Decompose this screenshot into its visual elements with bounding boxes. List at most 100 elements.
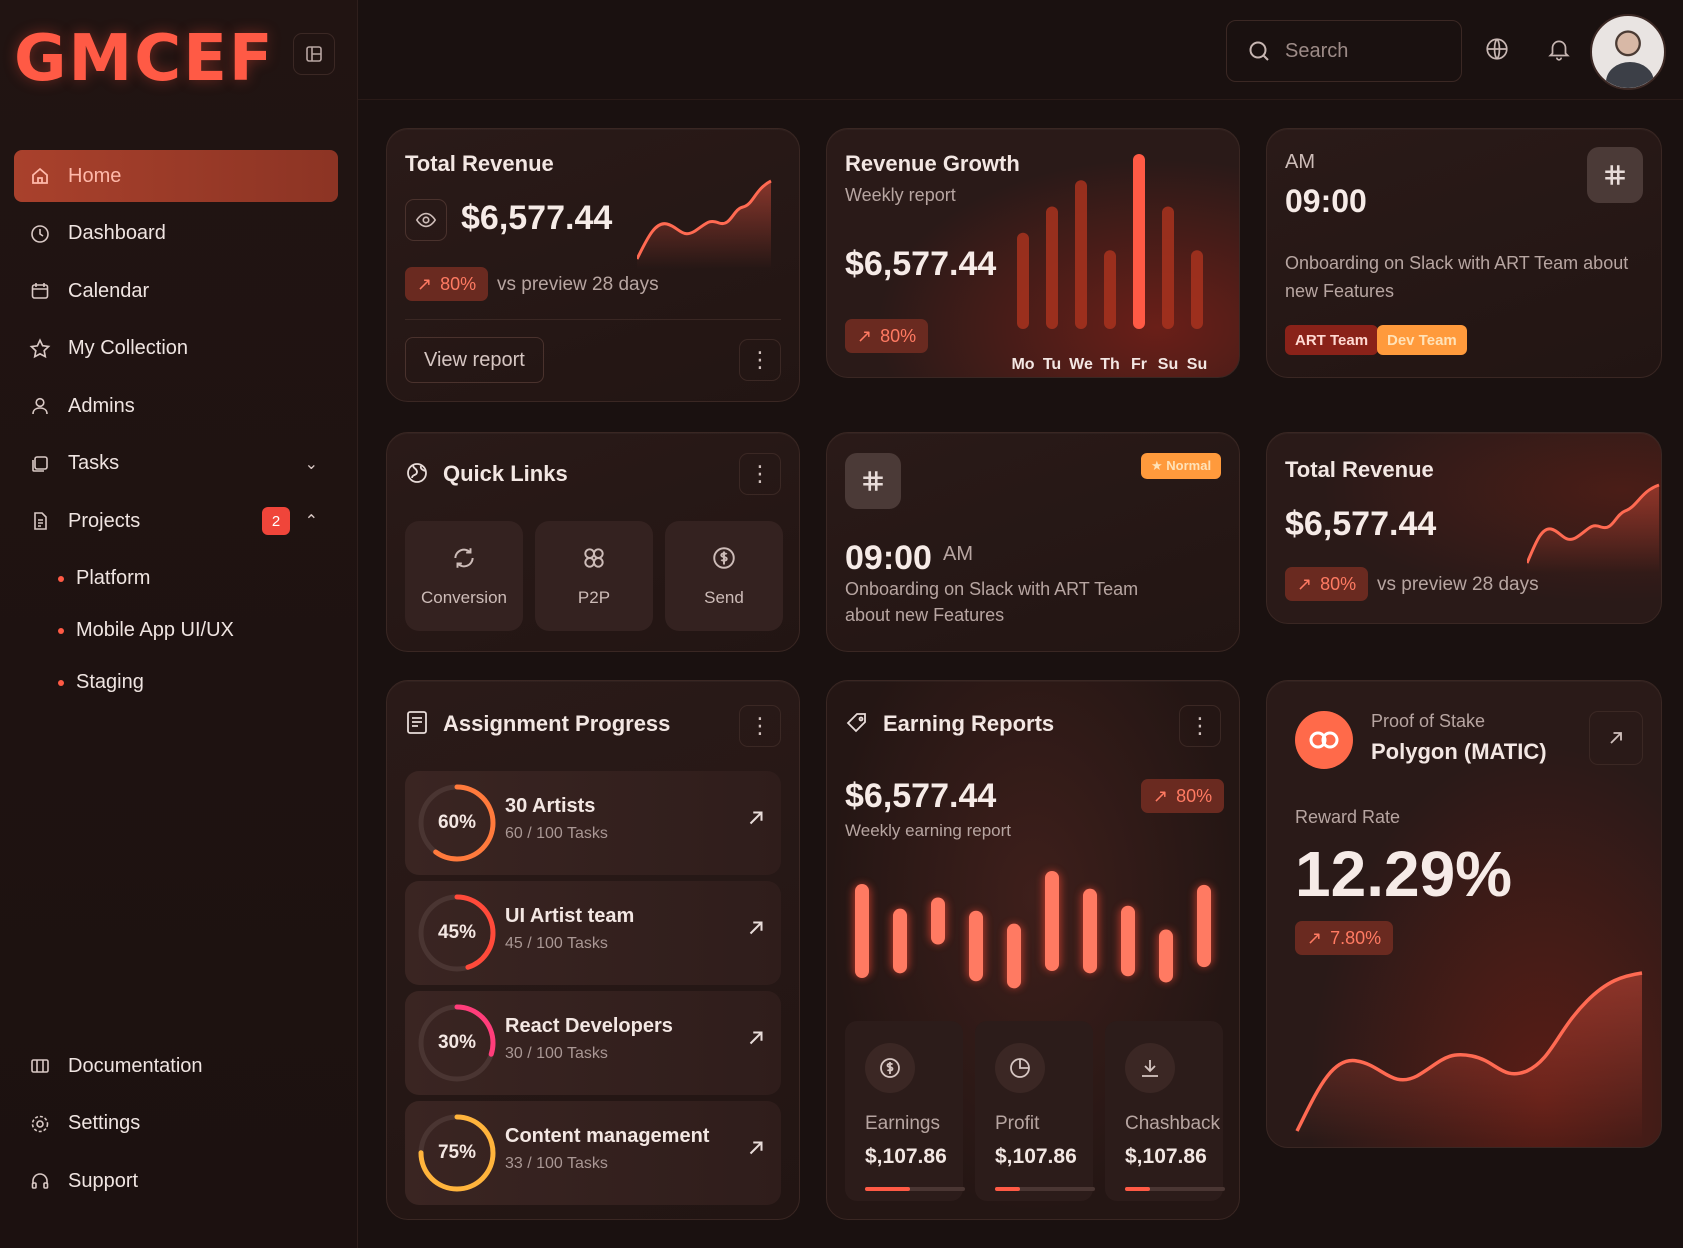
layout-icon bbox=[306, 46, 322, 62]
staking-card: Proof of Stake Polygon (MATIC) Reward Ra… bbox=[1266, 680, 1662, 1148]
stat-label: Earnings bbox=[865, 1113, 940, 1134]
sidebar-subitem-mobile-app[interactable]: Mobile App UI/UX bbox=[14, 605, 338, 657]
growth-day-label: Su bbox=[1158, 356, 1178, 373]
more-options-icon[interactable]: ⋮ bbox=[739, 453, 781, 495]
arrow-up-right-icon[interactable] bbox=[745, 1137, 767, 1164]
progress-percent: 75% bbox=[437, 1142, 477, 1163]
meeting-description: Onboarding on Slack with ART Team about … bbox=[1285, 253, 1629, 301]
assignment-row[interactable]: 30% React Developers 30 / 100 Tasks bbox=[405, 991, 781, 1095]
stat-label: Chashback bbox=[1125, 1113, 1221, 1134]
assignment-name: 30 Artists bbox=[505, 795, 596, 817]
quick-link-label: Conversion bbox=[421, 587, 507, 607]
revenue-sparkline bbox=[1527, 483, 1660, 573]
stat-progress-fill bbox=[1125, 1187, 1150, 1191]
search-input[interactable]: Search bbox=[1226, 20, 1462, 82]
sidebar-collapse-button[interactable] bbox=[293, 33, 335, 75]
gear-icon bbox=[28, 1112, 52, 1136]
sidebar-item-label: Documentation bbox=[68, 1054, 203, 1077]
assignment-name: Content management bbox=[505, 1125, 710, 1147]
sidebar-item-calendar[interactable]: Calendar bbox=[14, 265, 338, 317]
quick-links-card: Quick Links ⋮ Conversion P2P Send bbox=[386, 432, 800, 652]
sidebar-item-support[interactable]: Support bbox=[14, 1155, 338, 1207]
view-report-button[interactable]: View report bbox=[405, 337, 544, 383]
assignment-row[interactable]: 75% Content management 33 / 100 Tasks bbox=[405, 1101, 781, 1205]
sidebar-item-dashboard[interactable]: Dashboard bbox=[14, 208, 338, 260]
assignment-row[interactable]: 60% 30 Artists 60 / 100 Tasks bbox=[405, 771, 781, 875]
tag-art-team[interactable]: ART Team bbox=[1285, 325, 1379, 355]
user-icon bbox=[28, 394, 52, 418]
stat-label: Profit bbox=[995, 1113, 1040, 1134]
assignment-tasks: 33 / 100 Tasks bbox=[505, 1155, 608, 1172]
arrow-up-right-icon: ↗ bbox=[417, 273, 433, 294]
arrow-up-right-icon: ↗ bbox=[857, 325, 873, 346]
sidebar-subitem-platform[interactable]: Platform bbox=[14, 553, 338, 605]
chevron-up-icon[interactable]: ⌃ bbox=[304, 513, 318, 530]
stat-progress-track bbox=[995, 1187, 1095, 1191]
earning-reports-card: Earning Reports ⋮ $6,577.44 Weekly earni… bbox=[826, 680, 1240, 1220]
arrow-up-right-icon[interactable] bbox=[745, 807, 767, 834]
arrow-up-right-icon[interactable] bbox=[745, 1027, 767, 1054]
event-description-line2: about new Features bbox=[845, 605, 1005, 625]
progress-percent: 60% bbox=[437, 812, 477, 833]
more-options-icon[interactable]: ⋮ bbox=[1179, 705, 1221, 747]
brand-logo[interactable]: GMCEF bbox=[14, 22, 275, 96]
progress-ring bbox=[418, 784, 496, 862]
growth-bar bbox=[1075, 180, 1087, 329]
quick-link-p2p[interactable]: P2P bbox=[535, 521, 653, 631]
card-title: Earning Reports bbox=[883, 711, 1055, 736]
sidebar-item-my-collection[interactable]: My Collection bbox=[14, 323, 338, 375]
quick-link-send[interactable]: Send bbox=[665, 521, 783, 631]
tag-dev-team[interactable]: Dev Team bbox=[1377, 325, 1467, 355]
earning-bar bbox=[1045, 871, 1059, 971]
growth-bar bbox=[1046, 206, 1058, 329]
progress-percent: 45% bbox=[437, 922, 477, 943]
assignment-tasks: 30 / 100 Tasks bbox=[505, 1045, 608, 1062]
user-avatar[interactable] bbox=[1590, 14, 1666, 90]
growth-day-label: Th bbox=[1100, 356, 1120, 373]
calendar-icon bbox=[28, 279, 52, 303]
more-options-icon[interactable]: ⋮ bbox=[739, 339, 781, 381]
growth-day-label: Su bbox=[1187, 356, 1207, 373]
arrow-up-right-icon[interactable] bbox=[1589, 711, 1643, 765]
compare-text: vs preview 28 days bbox=[497, 274, 659, 295]
arrow-up-right-icon: ↗ bbox=[1297, 573, 1313, 594]
growth-day-label: We bbox=[1069, 356, 1093, 373]
home-icon bbox=[28, 164, 52, 188]
document-icon bbox=[28, 509, 52, 533]
quick-link-conversion[interactable]: Conversion bbox=[405, 521, 523, 631]
change-value: 80% bbox=[880, 325, 917, 346]
stat-progress-fill bbox=[865, 1187, 910, 1191]
search-placeholder: Search bbox=[1285, 39, 1349, 62]
assignment-row[interactable]: 45% UI Artist team 45 / 100 Tasks bbox=[405, 881, 781, 985]
download-icon bbox=[1125, 1043, 1175, 1093]
more-options-icon[interactable]: ⋮ bbox=[739, 705, 781, 747]
sidebar-item-admins[interactable]: Admins bbox=[14, 380, 338, 432]
change-badge: ↗ 80% bbox=[1141, 779, 1225, 813]
sidebar-bottom-nav: Documentation Settings Support bbox=[14, 1040, 338, 1213]
growth-day-label: Fr bbox=[1131, 356, 1147, 373]
reward-label: Reward Rate bbox=[1295, 807, 1401, 827]
growth-day-label: Mo bbox=[1011, 356, 1034, 373]
revenue-amount: $6,577.44 bbox=[461, 199, 613, 237]
arrow-up-right-icon[interactable] bbox=[745, 917, 767, 944]
bell-icon[interactable] bbox=[1546, 36, 1572, 67]
slack-icon[interactable] bbox=[845, 453, 901, 509]
eye-icon[interactable] bbox=[405, 199, 447, 241]
sidebar-subitem-staging[interactable]: Staging bbox=[14, 657, 338, 709]
ring-progress bbox=[418, 1114, 496, 1192]
change-badge: ↗ 80% bbox=[845, 319, 929, 353]
sidebar-item-tasks[interactable]: Tasks ⌄ bbox=[14, 438, 338, 490]
sidebar-item-documentation[interactable]: Documentation bbox=[14, 1040, 338, 1092]
change-value: 80% bbox=[440, 273, 477, 294]
sidebar-item-projects[interactable]: Projects 2 ⌃ bbox=[14, 495, 338, 547]
sidebar-item-home[interactable]: Home bbox=[14, 150, 338, 202]
progress-ring bbox=[418, 894, 496, 972]
card-subtitle: Weekly report bbox=[845, 185, 956, 205]
sidebar-item-settings[interactable]: Settings bbox=[14, 1098, 338, 1150]
event-description-line1: Onboarding on Slack with ART Team bbox=[845, 579, 1139, 599]
chevron-down-icon[interactable]: ⌄ bbox=[304, 455, 318, 473]
slack-icon[interactable] bbox=[1587, 147, 1643, 203]
projects-count-badge: 2 bbox=[262, 507, 290, 535]
globe-icon[interactable] bbox=[1484, 36, 1510, 67]
earning-bar bbox=[1121, 905, 1135, 977]
